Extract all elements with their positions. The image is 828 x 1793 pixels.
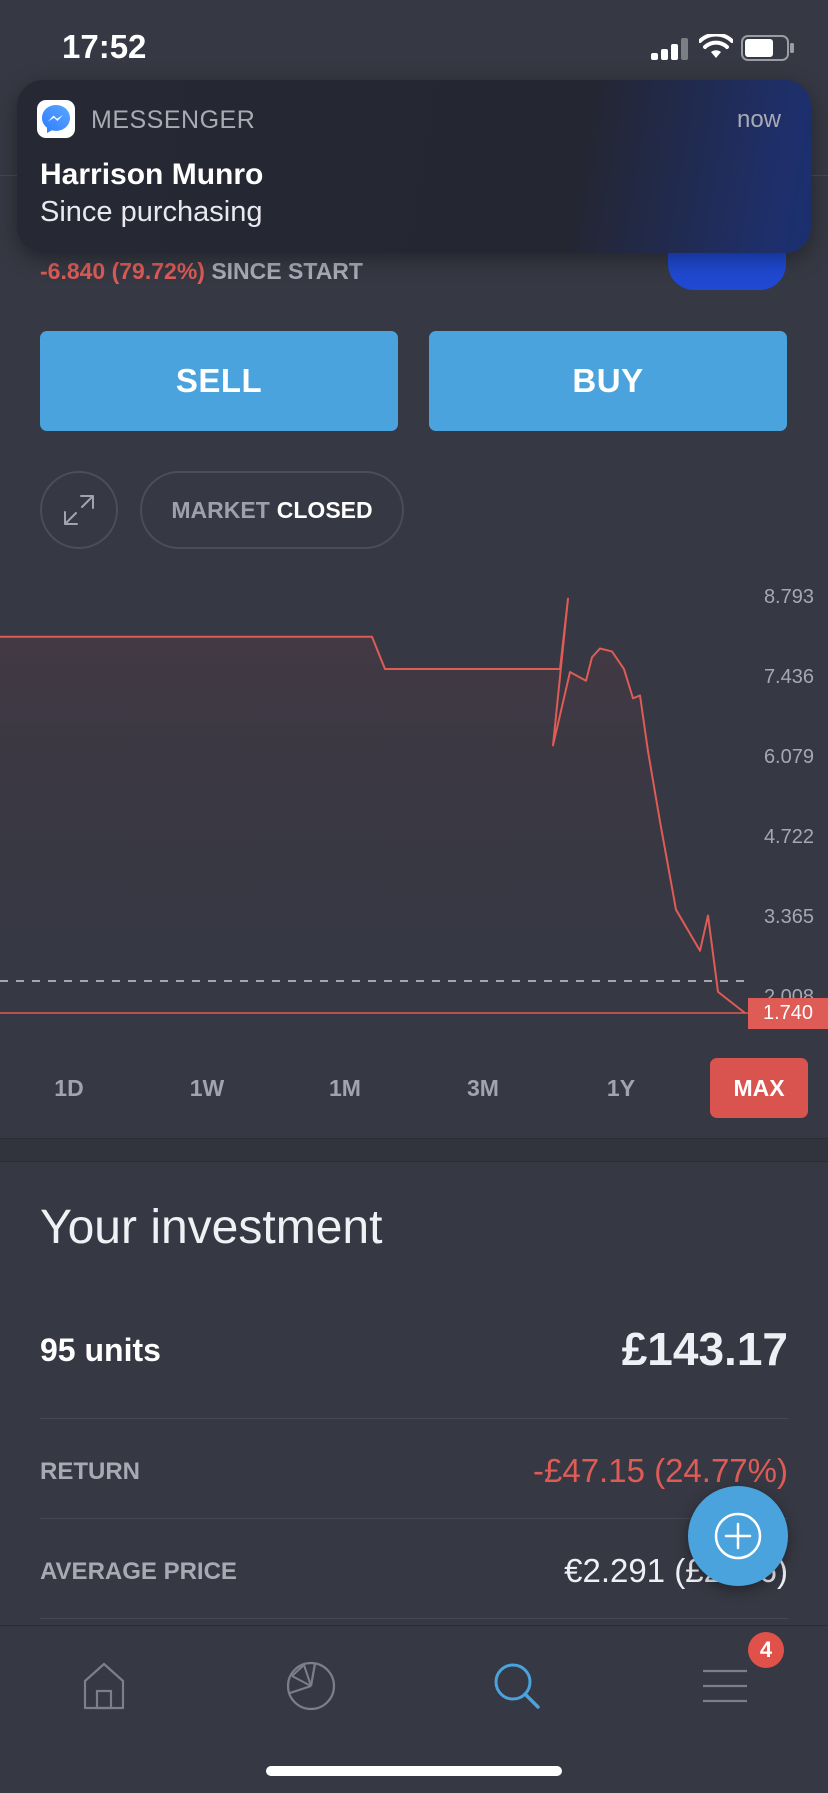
expand-chart-button[interactable] — [40, 471, 118, 549]
current-price-tag: 1.740 — [748, 998, 828, 1029]
change-value: -6.840 (79.72%) — [40, 258, 205, 284]
period-tab-1d[interactable]: 1D — [54, 1074, 84, 1101]
price-chart[interactable] — [0, 560, 828, 1020]
period-tab-max[interactable]: MAX — [710, 1058, 808, 1118]
section-divider — [0, 1138, 828, 1162]
units-count: 95 units — [40, 1332, 161, 1368]
notification-badge: 4 — [748, 1632, 784, 1668]
period-tab-3m[interactable]: 3M — [467, 1074, 499, 1101]
price-series-line — [0, 597, 746, 1014]
bottom-nav — [0, 1625, 828, 1793]
market-status-badge: MARKET CLOSED — [140, 471, 404, 549]
change-suffix: SINCE START — [211, 258, 363, 284]
sell-button[interactable]: SELL — [40, 331, 398, 431]
nav-search[interactable] — [472, 1651, 562, 1721]
row-divider — [40, 1418, 788, 1419]
add-button[interactable] — [688, 1486, 788, 1586]
row-divider — [40, 1518, 788, 1519]
period-tab-1m[interactable]: 1M — [329, 1074, 361, 1101]
home-icon — [83, 1662, 125, 1710]
return-value: -£47.15 (24.77%) — [533, 1452, 788, 1489]
y-tick-label: 3.365 — [763, 906, 814, 928]
y-tick-label: 7.436 — [763, 666, 814, 688]
row-divider — [40, 1618, 788, 1619]
y-tick-label: 4.722 — [763, 826, 814, 848]
nav-home[interactable] — [59, 1651, 149, 1721]
investment-total: £143.17 — [621, 1323, 788, 1375]
notification-body: Since purchasing — [40, 196, 263, 228]
wifi-icon — [699, 34, 733, 58]
signal-icon — [651, 38, 691, 60]
notification-time: now — [736, 106, 781, 133]
messenger-notification[interactable]: MESSENGER now Harrison Munro Since purch… — [17, 80, 811, 253]
status-time: 17:52 — [62, 28, 147, 65]
pie-chart-icon — [286, 1661, 336, 1711]
average-price-label: AVERAGE PRICE — [40, 1558, 237, 1585]
nav-portfolio[interactable] — [266, 1651, 356, 1721]
y-tick-label: 8.793 — [763, 586, 814, 608]
expand-icon — [64, 495, 94, 525]
y-tick-label: 6.079 — [763, 746, 814, 768]
chart-area — [0, 598, 745, 1013]
investment-title: Your investment — [40, 1201, 383, 1254]
market-label: MARKET — [171, 496, 270, 523]
nav-menu[interactable] — [680, 1651, 770, 1721]
period-tab-1w[interactable]: 1W — [189, 1074, 225, 1101]
menu-icon — [703, 1669, 747, 1703]
notification-title: Harrison Munro — [40, 158, 264, 191]
buy-button[interactable]: BUY — [429, 331, 787, 431]
search-icon — [494, 1663, 540, 1709]
period-tab-1y[interactable]: 1Y — [606, 1074, 636, 1101]
battery-icon — [741, 35, 794, 61]
return-label: RETURN — [40, 1458, 140, 1485]
market-status: CLOSED — [276, 496, 373, 523]
plus-icon — [714, 1512, 762, 1560]
since-start-change: -6.840 (79.72%) SINCE START — [40, 258, 363, 285]
messenger-icon — [37, 100, 75, 138]
home-indicator — [266, 1766, 562, 1776]
notification-app-name: MESSENGER — [91, 106, 256, 134]
